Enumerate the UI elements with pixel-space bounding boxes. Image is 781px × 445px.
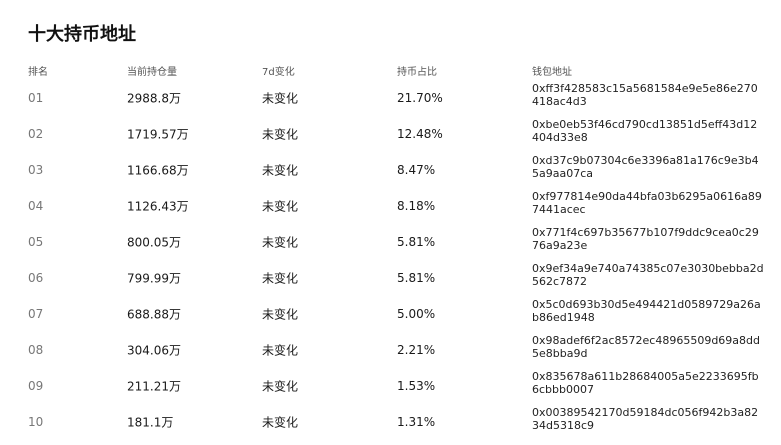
address-cell[interactable]: 0x771f4c697b35677b107f9ddc9cea0c2976a9a2… (532, 226, 759, 252)
table-row: 02 1719.57万 未变化 12.48% 0xbe0eb53f46cd790cd13… (0, 116, 781, 152)
change-cell: 未变化 (262, 127, 299, 142)
change-cell: 未变化 (262, 91, 299, 106)
share-cell: 2.21% (397, 343, 436, 357)
table-row: 07 688.88万 未变化 5.00% 0x5c0d693b30d5e494421d0… (0, 296, 781, 332)
table-row: 03 1166.68万 未变化 8.47% 0xd37c9b07304c6e3396a8… (0, 152, 781, 188)
rank-cell: 07 (28, 307, 44, 321)
amount-cell: 800.05万 (127, 235, 181, 250)
amount-cell: 304.06万 (127, 343, 181, 358)
rank-cell: 08 (28, 343, 44, 357)
change-cell: 未变化 (262, 199, 299, 214)
header-address: 钱包地址 (532, 67, 572, 78)
address-cell[interactable]: 0xbe0eb53f46cd790cd13851d5eff43d12404d33… (532, 118, 758, 144)
share-cell: 8.18% (397, 199, 436, 213)
table-row: 09 211.21万 未变化 1.53% 0x835678a611b28684005a5… (0, 368, 781, 404)
table-row: 04 1126.43万 未变化 8.18% 0xf977814e90da44bfa03b… (0, 188, 781, 224)
rank-cell: 10 (28, 415, 44, 429)
address-cell[interactable]: 0x9ef34a9e740a74385c07e3030bebba2d562c78… (532, 262, 764, 288)
table-header: 排名 当前持仓量 7d变化 持币占比 钱包地址 (0, 63, 781, 79)
page-title: 十大持币地址 (28, 24, 136, 45)
share-cell: 1.31% (397, 415, 436, 429)
rank-cell: 03 (28, 163, 44, 177)
share-cell: 5.81% (397, 271, 436, 285)
rank-cell: 01 (28, 91, 44, 105)
change-cell: 未变化 (262, 307, 299, 322)
address-cell[interactable]: 0x00389542170d59184dc056f942b3a8234d5318… (532, 406, 759, 432)
table-row: 10 181.1万 未变化 1.31% 0x00389542170d59184dc056… (0, 404, 781, 440)
share-cell: 12.48% (397, 127, 443, 141)
header-7d-change: 7d变化 (262, 67, 295, 78)
rank-cell: 02 (28, 127, 44, 141)
rank-cell: 06 (28, 271, 44, 285)
share-cell: 8.47% (397, 163, 436, 177)
address-cell[interactable]: 0xf977814e90da44bfa03b6295a0616a897441ac… (532, 190, 762, 216)
header-share: 持币占比 (397, 67, 437, 78)
amount-cell: 799.99万 (127, 271, 181, 286)
change-cell: 未变化 (262, 415, 299, 430)
change-cell: 未变化 (262, 271, 299, 286)
table-row: 08 304.06万 未变化 2.21% 0x98adef6f2ac8572ec4896… (0, 332, 781, 368)
address-cell[interactable]: 0x98adef6f2ac8572ec48965509d69a8dd5e8bba… (532, 334, 761, 360)
amount-cell: 1719.57万 (127, 127, 189, 142)
rank-cell: 04 (28, 199, 44, 213)
table-row: 06 799.99万 未变化 5.81% 0x9ef34a9e740a74385c07e… (0, 260, 781, 296)
header-rank: 排名 (28, 67, 48, 78)
amount-cell: 1166.68万 (127, 163, 189, 178)
share-cell: 21.70% (397, 91, 443, 105)
rank-cell: 05 (28, 235, 44, 249)
share-cell: 5.00% (397, 307, 436, 321)
change-cell: 未变化 (262, 379, 299, 394)
amount-cell: 211.21万 (127, 379, 181, 394)
address-cell[interactable]: 0x5c0d693b30d5e494421d0589729a26ab86ed19… (532, 298, 761, 324)
amount-cell: 1126.43万 (127, 199, 189, 214)
address-cell[interactable]: 0xd37c9b07304c6e3396a81a176c9e3b45a9aa07… (532, 154, 759, 180)
change-cell: 未变化 (262, 235, 299, 250)
address-cell[interactable]: 0x835678a611b28684005a5e2233695fb6cbbb00… (532, 370, 759, 396)
share-cell: 1.53% (397, 379, 436, 393)
share-cell: 5.81% (397, 235, 436, 249)
change-cell: 未变化 (262, 163, 299, 178)
address-cell[interactable]: 0xff3f428583c15a5681584e9e5e86e270418ac4… (532, 82, 758, 108)
change-cell: 未变化 (262, 343, 299, 358)
header-amount: 当前持仓量 (127, 67, 177, 78)
rank-cell: 09 (28, 379, 44, 393)
table-row: 01 2988.8万 未变化 21.70% 0xff3f428583c15a568158… (0, 80, 781, 116)
amount-cell: 2988.8万 (127, 91, 181, 106)
table-row: 05 800.05万 未变化 5.81% 0x771f4c697b35677b107f9… (0, 224, 781, 260)
amount-cell: 688.88万 (127, 307, 181, 322)
amount-cell: 181.1万 (127, 415, 174, 430)
